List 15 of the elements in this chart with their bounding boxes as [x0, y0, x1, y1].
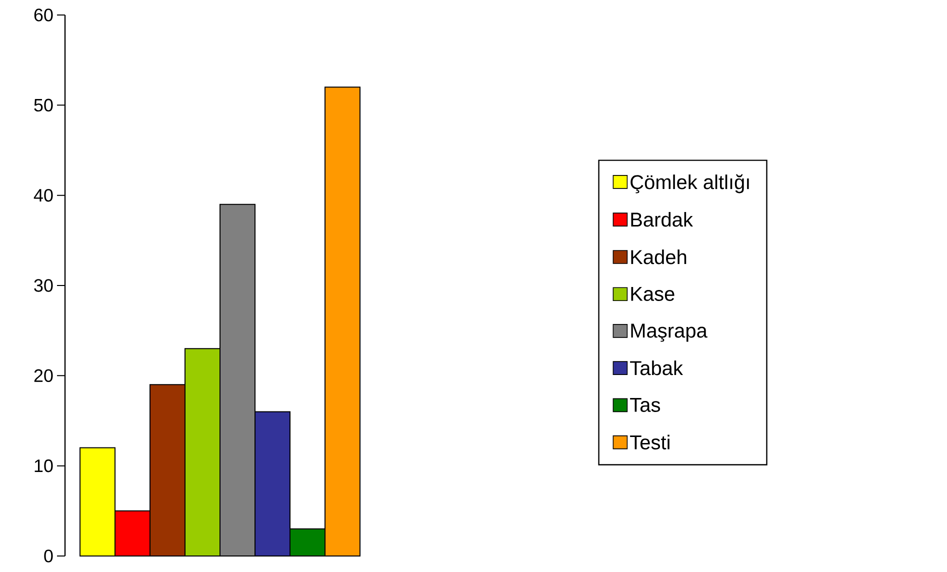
legend-label: Tas: [630, 398, 660, 412]
legend-label: Bardak: [631, 212, 693, 227]
legend-label: Maşrapa: [631, 324, 708, 342]
legend-label: Kadeh: [631, 250, 686, 264]
y-tick-label: 40: [34, 188, 53, 202]
y-tick-label: 30: [34, 279, 53, 292]
y-tick-label: 50: [34, 98, 53, 112]
y-tick-label: 20: [34, 369, 53, 382]
legend-label: Tabak: [630, 360, 683, 376]
y-tick-label: 0: [44, 550, 53, 562]
y-tick-label: 10: [34, 459, 53, 472]
legend-label: Testi: [630, 434, 670, 450]
legend-label: Çömlek altlığı: [630, 174, 749, 194]
y-tick-label: 60: [34, 8, 53, 22]
legend-label: Kase: [631, 287, 674, 301]
